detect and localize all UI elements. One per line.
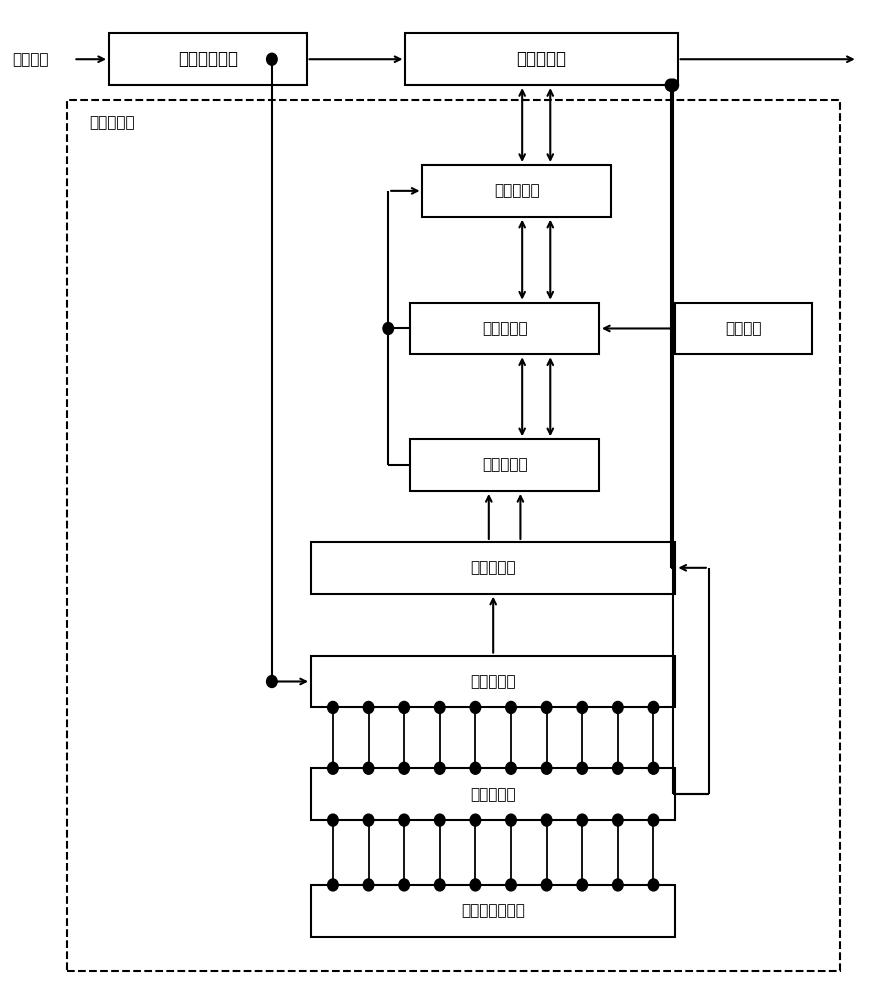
Bar <box>676 303 811 354</box>
Circle shape <box>383 322 394 334</box>
Circle shape <box>267 53 278 65</box>
Bar <box>109 33 307 85</box>
Text: 硬件加法器: 硬件加法器 <box>470 560 516 575</box>
Circle shape <box>541 879 552 891</box>
Text: 高频处理芯片: 高频处理芯片 <box>178 50 238 68</box>
Text: 同或运算器: 同或运算器 <box>470 787 516 802</box>
Circle shape <box>399 701 410 713</box>
Circle shape <box>612 814 623 826</box>
Circle shape <box>363 814 374 826</box>
Circle shape <box>434 814 445 826</box>
Text: 移位时钟: 移位时钟 <box>725 321 762 336</box>
Circle shape <box>363 701 374 713</box>
Circle shape <box>541 762 552 774</box>
Circle shape <box>363 879 374 891</box>
Circle shape <box>506 701 516 713</box>
Bar <box>311 656 676 707</box>
Circle shape <box>577 814 588 826</box>
Circle shape <box>577 762 588 774</box>
Text: 主控单片机: 主控单片机 <box>516 50 566 68</box>
Circle shape <box>470 701 481 713</box>
Circle shape <box>506 762 516 774</box>
Bar <box>411 439 599 491</box>
Text: 延时计数器: 延时计数器 <box>482 321 528 336</box>
Circle shape <box>470 814 481 826</box>
Circle shape <box>470 879 481 891</box>
Circle shape <box>506 814 516 826</box>
Circle shape <box>328 879 338 891</box>
Bar <box>411 303 599 354</box>
Text: 移位寄存器: 移位寄存器 <box>470 674 516 689</box>
Circle shape <box>399 879 410 891</box>
Circle shape <box>648 879 659 891</box>
Circle shape <box>648 762 659 774</box>
Circle shape <box>612 762 623 774</box>
Text: 回波信号: 回波信号 <box>12 52 48 67</box>
Circle shape <box>648 814 659 826</box>
Text: 峰値检波器: 峰値检波器 <box>482 458 528 473</box>
Text: 相干接收器: 相干接收器 <box>89 115 135 130</box>
Circle shape <box>399 762 410 774</box>
Circle shape <box>328 814 338 826</box>
Circle shape <box>541 701 552 713</box>
Bar <box>405 33 677 85</box>
Circle shape <box>363 762 374 774</box>
Circle shape <box>506 879 516 891</box>
Bar <box>311 885 676 937</box>
Circle shape <box>434 701 445 713</box>
Circle shape <box>541 814 552 826</box>
Circle shape <box>399 814 410 826</box>
Circle shape <box>434 762 445 774</box>
Circle shape <box>434 879 445 891</box>
Circle shape <box>612 701 623 713</box>
Text: 延时锁存器: 延时锁存器 <box>494 183 540 198</box>
Bar <box>423 165 611 217</box>
Circle shape <box>648 701 659 713</box>
Circle shape <box>577 701 588 713</box>
Circle shape <box>612 879 623 891</box>
Text: 检测波形寄存器: 检测波形寄存器 <box>462 903 525 918</box>
Circle shape <box>328 701 338 713</box>
Bar <box>311 768 676 820</box>
Circle shape <box>267 676 278 687</box>
Bar <box>311 542 676 594</box>
Circle shape <box>668 79 678 91</box>
Circle shape <box>470 762 481 774</box>
Circle shape <box>665 79 676 91</box>
Circle shape <box>577 879 588 891</box>
Bar <box>67 100 840 971</box>
Circle shape <box>328 762 338 774</box>
